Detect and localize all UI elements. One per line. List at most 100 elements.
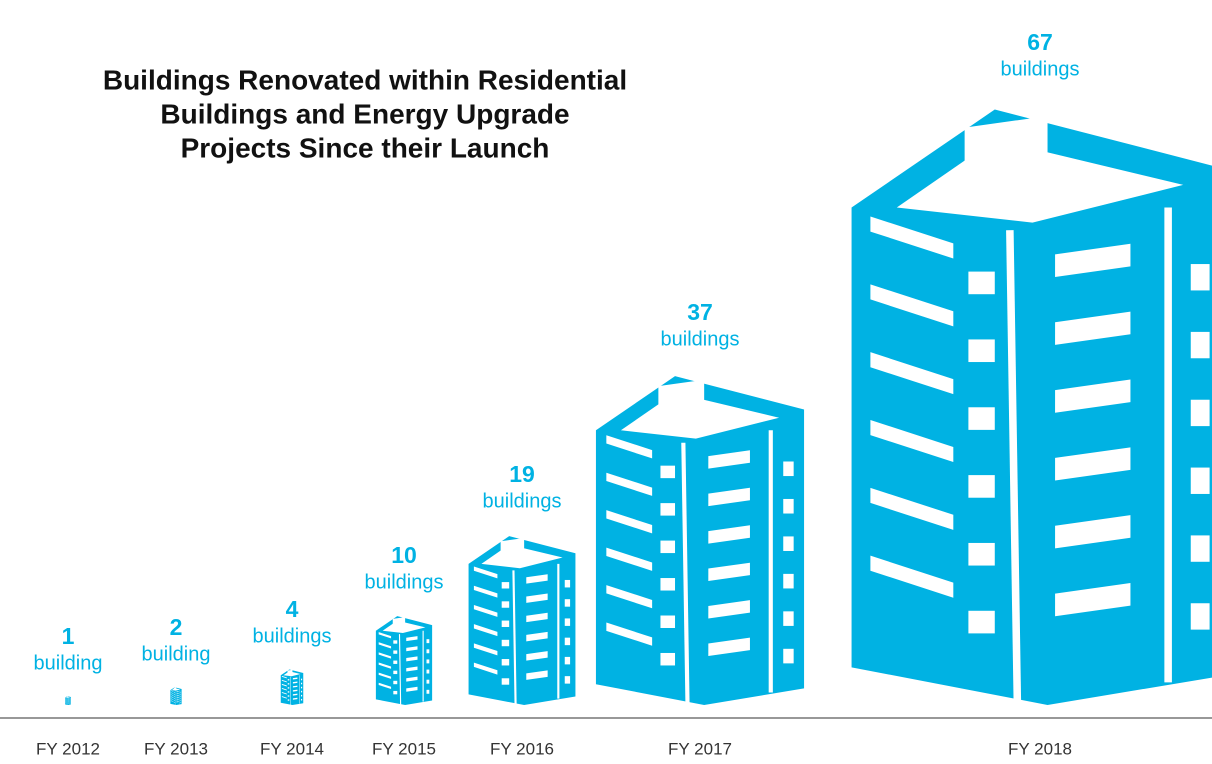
window: [1190, 331, 1210, 359]
window: [526, 612, 548, 623]
window: [393, 650, 398, 654]
roof-box: [66, 696, 69, 698]
window: [1190, 264, 1210, 291]
roof-box: [964, 116, 1048, 173]
window: [176, 699, 179, 701]
window: [426, 639, 430, 644]
roof-box: [392, 617, 406, 626]
window: [526, 574, 548, 584]
window: [473, 643, 498, 656]
value-label: 37: [687, 299, 713, 325]
window: [473, 585, 498, 598]
window: [473, 604, 498, 617]
window: [501, 678, 510, 685]
window: [287, 679, 290, 681]
value-label: 10: [391, 542, 417, 568]
window: [783, 536, 794, 551]
chart-title: Buildings and Energy Upgrade: [160, 98, 569, 129]
window: [708, 525, 750, 544]
window: [1190, 603, 1210, 630]
building-body: [375, 616, 433, 705]
window: [406, 646, 418, 652]
window: [606, 585, 653, 609]
window: [968, 542, 995, 566]
window: [660, 615, 676, 628]
window: [287, 683, 290, 685]
window: [281, 675, 287, 679]
window: [292, 689, 298, 692]
window: [473, 566, 498, 579]
window: [173, 696, 175, 697]
window: [1190, 399, 1210, 427]
window: [1055, 582, 1131, 617]
building: [280, 669, 304, 706]
window: [292, 697, 298, 700]
window: [406, 666, 418, 672]
unit-label: buildings: [253, 625, 332, 647]
window: [1055, 379, 1131, 413]
window: [708, 600, 750, 619]
window: [301, 694, 303, 697]
window: [301, 698, 303, 701]
window: [292, 693, 298, 696]
unit-label: buildings: [661, 328, 740, 350]
value-label: 67: [1027, 29, 1053, 55]
window: [180, 701, 182, 703]
window: [287, 691, 290, 693]
window: [378, 682, 392, 689]
building: [375, 616, 433, 706]
x-tick-label: FY 2016: [490, 739, 554, 758]
window: [606, 547, 653, 571]
window: [65, 702, 67, 704]
window: [968, 271, 995, 295]
window: [968, 610, 995, 634]
window: [968, 339, 995, 363]
window: [292, 677, 298, 680]
window: [1190, 467, 1210, 494]
window: [287, 699, 290, 701]
unit-label: buildings: [1001, 58, 1080, 80]
window: [281, 679, 287, 683]
window: [426, 669, 430, 674]
window: [281, 683, 287, 687]
unit-label: buildings: [365, 571, 444, 593]
window: [606, 435, 653, 459]
window: [378, 672, 392, 679]
window: [170, 692, 174, 694]
window: [1190, 535, 1210, 562]
x-tick-label: FY 2017: [668, 739, 732, 758]
window: [501, 639, 510, 647]
window: [173, 698, 175, 699]
window: [606, 622, 653, 646]
window: [173, 702, 175, 703]
window: [1055, 243, 1131, 278]
window: [406, 656, 418, 662]
x-tick-label: FY 2013: [144, 739, 208, 758]
window: [526, 651, 548, 661]
window: [564, 579, 571, 588]
window: [393, 680, 398, 685]
building: [65, 696, 71, 706]
window: [176, 695, 179, 697]
window: [173, 692, 175, 693]
window: [378, 632, 392, 639]
window: [426, 659, 430, 664]
window: [301, 682, 303, 685]
window: [473, 624, 498, 637]
value-label: 1: [62, 623, 75, 649]
window: [783, 498, 794, 514]
building: [170, 687, 182, 706]
window: [501, 601, 510, 608]
window: [526, 631, 548, 642]
window: [301, 686, 303, 689]
window: [564, 599, 571, 607]
window: [393, 660, 398, 664]
window: [660, 540, 676, 554]
roof-box: [500, 537, 525, 555]
building-body: [65, 696, 71, 705]
window: [170, 698, 174, 700]
window: [501, 659, 510, 666]
window: [176, 693, 179, 695]
window: [1055, 311, 1131, 345]
window: [180, 699, 182, 701]
